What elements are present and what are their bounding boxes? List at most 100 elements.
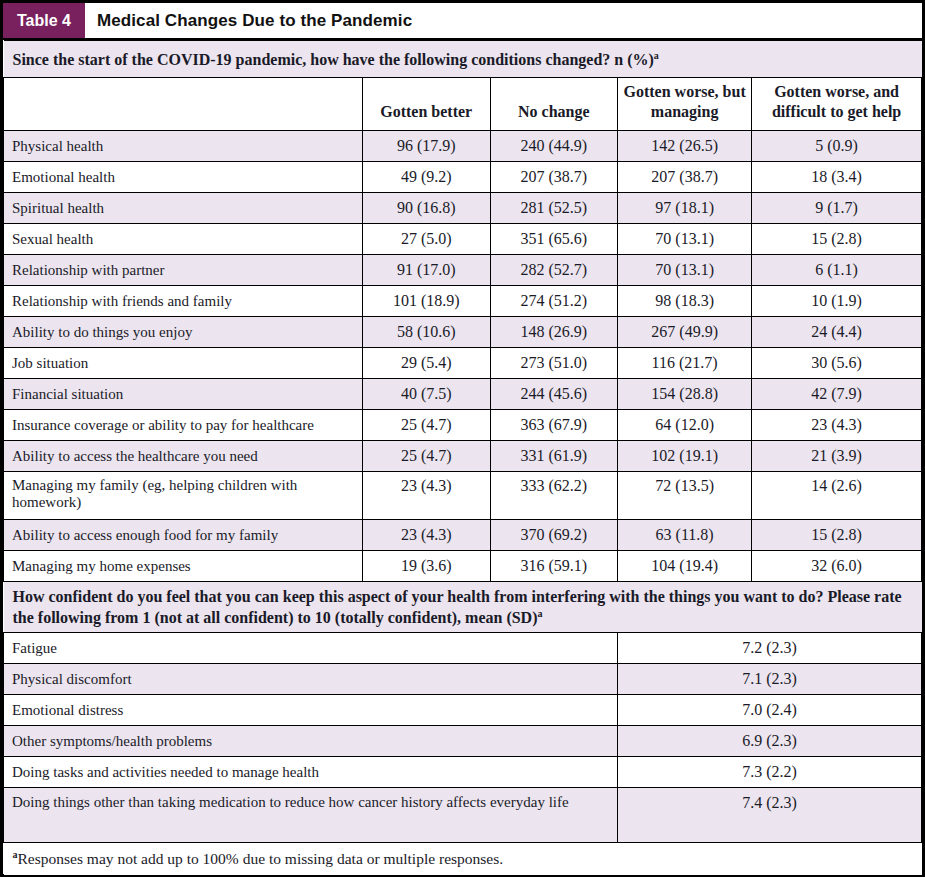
col-header-no-change: No change — [490, 78, 618, 131]
cell-worse-difficult: 14 (2.6) — [752, 472, 922, 520]
cell-no-change: 148 (26.9) — [490, 317, 618, 348]
cell-gotten-better: 19 (3.6) — [362, 551, 490, 582]
table-row: Sexual health 27 (5.0) 351 (65.6) 70 (13… — [4, 224, 922, 255]
cell-worse-managing: 63 (11.8) — [618, 520, 752, 551]
section2-question-text: How confident do you feel that you can k… — [13, 588, 902, 626]
row-label: Job situation — [4, 348, 363, 379]
cell-no-change: 207 (38.7) — [490, 162, 618, 193]
cell-gotten-better: 58 (10.6) — [362, 317, 490, 348]
corner-cell — [4, 78, 363, 131]
row-label: Relationship with friends and family — [4, 286, 363, 317]
cell-gotten-better: 23 (4.3) — [362, 520, 490, 551]
row-label: Sexual health — [4, 224, 363, 255]
cell-gotten-better: 49 (9.2) — [362, 162, 490, 193]
cell-worse-managing: 70 (13.1) — [618, 255, 752, 286]
cell-gotten-better: 91 (17.0) — [362, 255, 490, 286]
row-label: Emotional distress — [4, 695, 618, 726]
cell-gotten-better: 23 (4.3) — [362, 472, 490, 520]
table-row: Physical discomfort 7.1 (2.3) — [4, 664, 922, 695]
cell-worse-managing: 98 (18.3) — [618, 286, 752, 317]
col-header-worse-difficult: Gotten worse, and difficult to get help — [752, 78, 922, 131]
col-header-gotten-better: Gotten better — [362, 78, 490, 131]
cell-no-change: 351 (65.6) — [490, 224, 618, 255]
section1-question-row: Since the start of the COVID-19 pandemic… — [4, 41, 922, 78]
cell-mean-sd: 7.3 (2.2) — [618, 757, 922, 788]
footnote-marker: a — [537, 608, 542, 619]
cell-mean-sd: 7.1 (2.3) — [618, 664, 922, 695]
footnote: aResponses may not add up to 100% due to… — [4, 843, 922, 876]
row-label: Other symptoms/health problems — [4, 726, 618, 757]
row-label: Doing tasks and activities needed to man… — [4, 757, 618, 788]
cell-no-change: 333 (62.2) — [490, 472, 618, 520]
col-header-worse-managing: Gotten worse, but managing — [618, 78, 752, 131]
cell-mean-sd: 6.9 (2.3) — [618, 726, 922, 757]
table-row: Spiritual health 90 (16.8) 281 (52.5) 97… — [4, 193, 922, 224]
cell-no-change: 281 (52.5) — [490, 193, 618, 224]
row-label: Managing my family (eg, helping children… — [4, 472, 363, 520]
row-label: Managing my home expenses — [4, 551, 363, 582]
cell-gotten-better: 25 (4.7) — [362, 441, 490, 472]
cell-no-change: 240 (44.9) — [490, 131, 618, 162]
row-label: Insurance coverage or ability to pay for… — [4, 410, 363, 441]
row-label: Emotional health — [4, 162, 363, 193]
row-label: Physical health — [4, 131, 363, 162]
cell-mean-sd: 7.4 (2.3) — [618, 788, 922, 843]
table4-figure: Table 4 Medical Changes Due to the Pande… — [0, 0, 925, 877]
section1-question: Since the start of the COVID-19 pandemic… — [4, 41, 922, 78]
table-row: Other symptoms/health problems 6.9 (2.3) — [4, 726, 922, 757]
table-title: Medical Changes Due to the Pandemic — [85, 3, 412, 38]
footnote-text: Responses may not add up to 100% due to … — [18, 850, 504, 867]
cell-gotten-better: 40 (7.5) — [362, 379, 490, 410]
table-row: Emotional distress 7.0 (2.4) — [4, 695, 922, 726]
cell-gotten-better: 90 (16.8) — [362, 193, 490, 224]
row-label: Physical discomfort — [4, 664, 618, 695]
cell-worse-difficult: 32 (6.0) — [752, 551, 922, 582]
cell-worse-difficult: 10 (1.9) — [752, 286, 922, 317]
table-row: Doing tasks and activities needed to man… — [4, 757, 922, 788]
footnote-marker: a — [654, 49, 659, 60]
table-row: Relationship with friends and family 101… — [4, 286, 922, 317]
table-row: Doing things other than taking medicatio… — [4, 788, 922, 843]
cell-worse-difficult: 42 (7.9) — [752, 379, 922, 410]
table-row: Emotional health 49 (9.2) 207 (38.7) 207… — [4, 162, 922, 193]
section1-header-row: Gotten better No change Gotten worse, bu… — [4, 78, 922, 131]
table-row: Ability to do things you enjoy 58 (10.6)… — [4, 317, 922, 348]
row-label: Ability to do things you enjoy — [4, 317, 363, 348]
cell-worse-difficult: 24 (4.4) — [752, 317, 922, 348]
table-title-bar: Table 4 Medical Changes Due to the Pande… — [3, 3, 922, 40]
footnote-row: aResponses may not add up to 100% due to… — [4, 843, 922, 876]
table-row: Job situation 29 (5.4) 273 (51.0) 116 (2… — [4, 348, 922, 379]
cell-gotten-better: 29 (5.4) — [362, 348, 490, 379]
cell-no-change: 244 (45.6) — [490, 379, 618, 410]
cell-worse-managing: 72 (13.5) — [618, 472, 752, 520]
table-number-tag: Table 4 — [3, 3, 85, 38]
cell-gotten-better: 27 (5.0) — [362, 224, 490, 255]
cell-no-change: 274 (51.2) — [490, 286, 618, 317]
cell-worse-managing: 207 (38.7) — [618, 162, 752, 193]
table-row: Fatigue 7.2 (2.3) — [4, 633, 922, 664]
cell-worse-managing: 70 (13.1) — [618, 224, 752, 255]
cell-gotten-better: 96 (17.9) — [362, 131, 490, 162]
row-label: Fatigue — [4, 633, 618, 664]
table-row: Relationship with partner 91 (17.0) 282 … — [4, 255, 922, 286]
cell-worse-managing: 97 (18.1) — [618, 193, 752, 224]
cell-worse-difficult: 6 (1.1) — [752, 255, 922, 286]
cell-worse-managing: 102 (19.1) — [618, 441, 752, 472]
cell-no-change: 331 (61.9) — [490, 441, 618, 472]
cell-no-change: 282 (52.7) — [490, 255, 618, 286]
table4-grid: Since the start of the COVID-19 pandemic… — [3, 40, 922, 876]
table-row: Ability to access the healthcare you nee… — [4, 441, 922, 472]
table-row: Physical health 96 (17.9) 240 (44.9) 142… — [4, 131, 922, 162]
cell-gotten-better: 25 (4.7) — [362, 410, 490, 441]
table-row: Managing my family (eg, helping children… — [4, 472, 922, 520]
cell-worse-difficult: 21 (3.9) — [752, 441, 922, 472]
row-label: Relationship with partner — [4, 255, 363, 286]
cell-no-change: 363 (67.9) — [490, 410, 618, 441]
cell-worse-difficult: 15 (2.8) — [752, 520, 922, 551]
cell-mean-sd: 7.2 (2.3) — [618, 633, 922, 664]
table-row: Ability to access enough food for my fam… — [4, 520, 922, 551]
cell-worse-difficult: 23 (4.3) — [752, 410, 922, 441]
cell-worse-managing: 104 (19.4) — [618, 551, 752, 582]
cell-no-change: 370 (69.2) — [490, 520, 618, 551]
row-label: Doing things other than taking medicatio… — [4, 788, 618, 843]
